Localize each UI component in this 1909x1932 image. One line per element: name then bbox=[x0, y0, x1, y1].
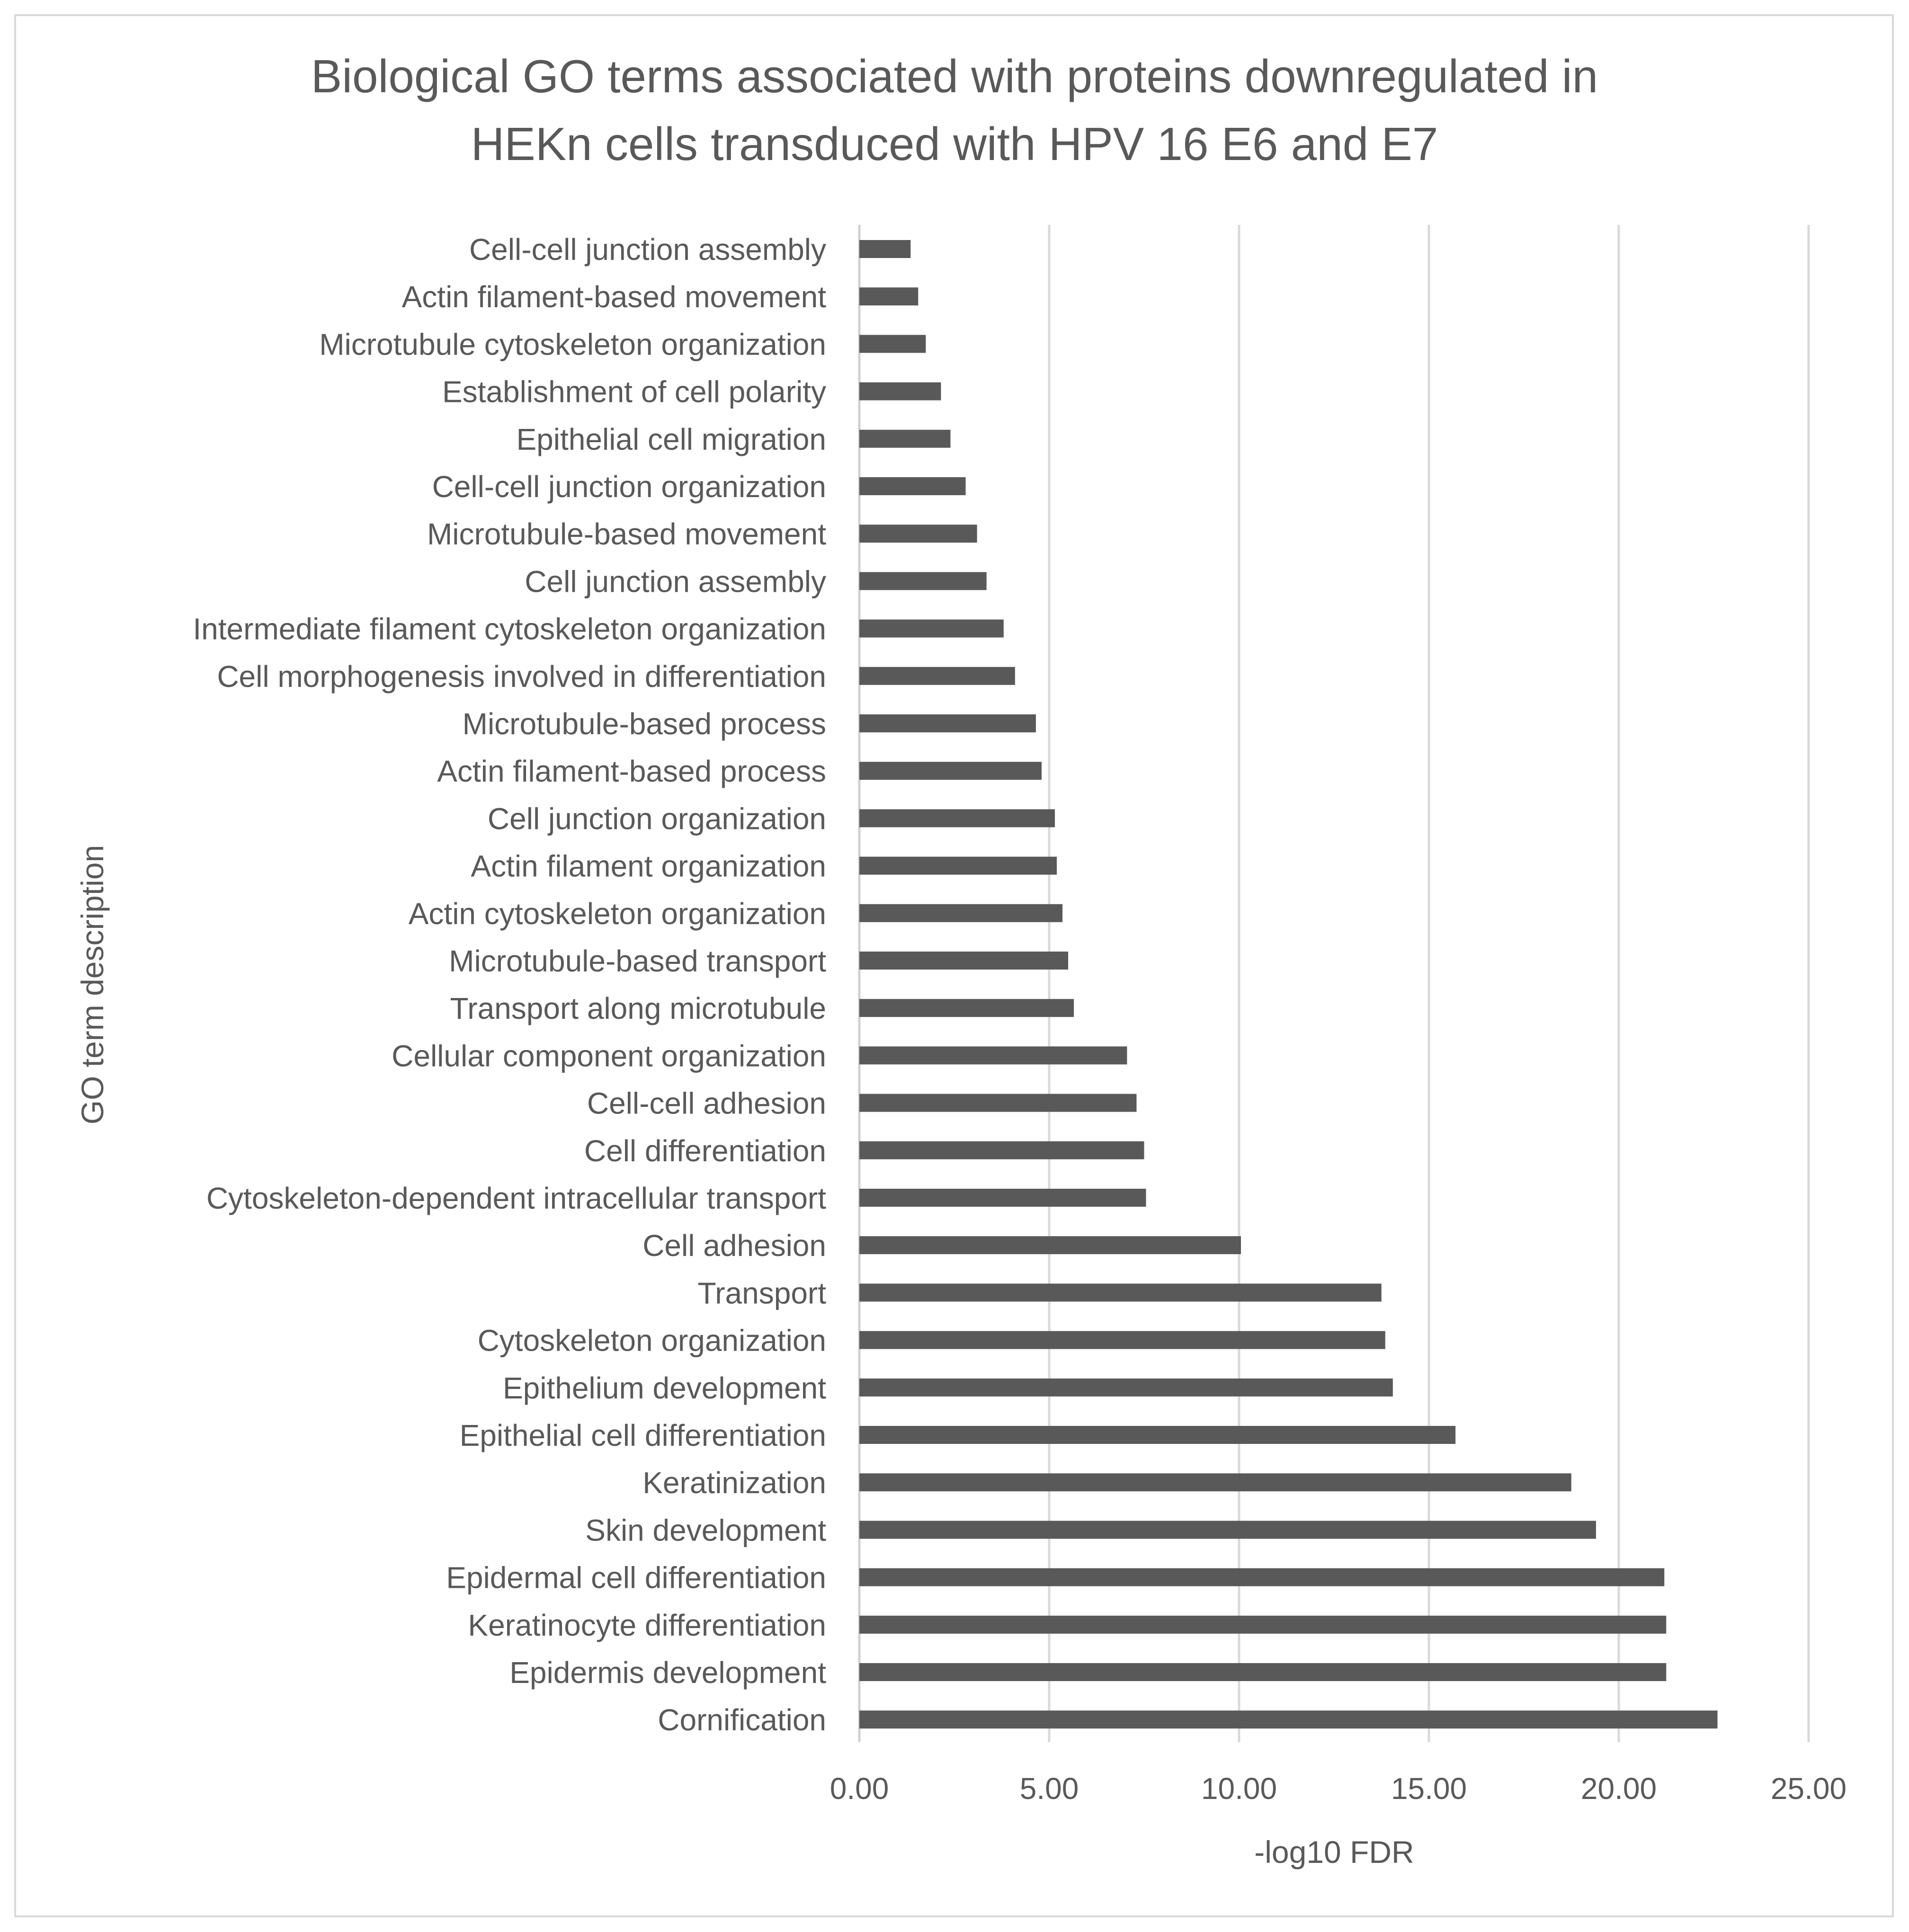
category-label: Cell adhesion bbox=[642, 1229, 826, 1263]
category-label: Keratinization bbox=[642, 1466, 826, 1500]
bar bbox=[859, 1473, 1571, 1492]
x-tick-labels: 0.00 5.00 10.00 15.00 20.00 25.00 bbox=[830, 1772, 1847, 1806]
bar bbox=[859, 240, 911, 258]
bar bbox=[859, 1236, 1241, 1255]
category-labels: Cell-cell junction assembly Actin filamen… bbox=[193, 232, 826, 1737]
category-label: Intermediate filament cytoskeleton organ… bbox=[193, 612, 826, 646]
bar bbox=[859, 1615, 1667, 1634]
category-label: Actin filament organization bbox=[471, 849, 826, 883]
category-label: Cell differentiation bbox=[584, 1134, 826, 1168]
bar bbox=[859, 1046, 1127, 1065]
bar bbox=[859, 1331, 1385, 1349]
bar bbox=[859, 999, 1074, 1017]
category-label: Cornification bbox=[658, 1703, 826, 1737]
bar bbox=[859, 856, 1057, 875]
category-label: Cell-cell junction assembly bbox=[469, 232, 826, 267]
bars bbox=[859, 240, 1718, 1729]
bar bbox=[859, 382, 941, 401]
x-tick-label: 5.00 bbox=[1020, 1772, 1079, 1806]
category-label: Epithelial cell migration bbox=[516, 422, 826, 456]
bar bbox=[859, 1663, 1667, 1681]
x-tick-label: 10.00 bbox=[1201, 1772, 1277, 1806]
category-label: Microtubule-based transport bbox=[449, 944, 826, 978]
x-tick-label: 0.00 bbox=[830, 1772, 889, 1806]
category-label: Transport along microtubule bbox=[450, 991, 826, 1025]
bar bbox=[859, 619, 1004, 638]
category-label: Epithelial cell differentiation bbox=[460, 1418, 826, 1452]
category-label: Epidermal cell differentiation bbox=[446, 1561, 826, 1595]
bar bbox=[859, 1189, 1146, 1207]
bar bbox=[859, 1378, 1393, 1397]
category-label: Cell-cell adhesion bbox=[587, 1086, 826, 1121]
chart-title-line-2: HEKn cells transduced with HPV 16 E6 and… bbox=[471, 118, 1438, 170]
category-label: Keratinocyte differentiation bbox=[468, 1608, 826, 1642]
bar bbox=[859, 952, 1069, 970]
bar bbox=[859, 1521, 1596, 1539]
x-tick-label: 25.00 bbox=[1771, 1772, 1847, 1806]
y-axis-title: GO term description bbox=[75, 845, 110, 1125]
bar bbox=[859, 1141, 1144, 1159]
bar bbox=[859, 525, 977, 543]
x-tick-label: 20.00 bbox=[1581, 1772, 1657, 1806]
bar bbox=[859, 1710, 1718, 1729]
category-label: Actin filament-based movement bbox=[402, 280, 827, 314]
category-label: Cytoskeleton organization bbox=[478, 1324, 826, 1358]
gridlines bbox=[858, 225, 1810, 1742]
bar bbox=[859, 572, 987, 590]
category-label: Transport bbox=[698, 1276, 827, 1310]
category-label: Cell junction assembly bbox=[525, 564, 826, 598]
bar bbox=[859, 667, 1015, 685]
bar bbox=[859, 1568, 1665, 1586]
chart-title-line-1: Biological GO terms associated with prot… bbox=[311, 50, 1598, 102]
category-label: Actin filament-based process bbox=[437, 754, 826, 788]
bar bbox=[859, 809, 1055, 828]
category-label: Microtubule cytoskeleton organization bbox=[319, 327, 826, 361]
bar bbox=[859, 477, 966, 495]
category-label: Cell morphogenesis involved in different… bbox=[217, 659, 826, 694]
category-label: Microtubule-based process bbox=[463, 707, 826, 741]
category-label: Cell junction organization bbox=[488, 801, 826, 836]
x-axis-title: -log10 FDR bbox=[1254, 1834, 1414, 1870]
bar bbox=[859, 762, 1042, 780]
bar bbox=[859, 1426, 1456, 1444]
bar bbox=[859, 335, 926, 353]
category-label: Microtubule-based movement bbox=[427, 517, 826, 551]
bar bbox=[859, 904, 1063, 922]
category-label: Actin cytoskeleton organization bbox=[409, 897, 826, 931]
category-label: Epithelium development bbox=[503, 1371, 826, 1405]
bar bbox=[859, 1283, 1382, 1302]
category-label: Cell-cell junction organization bbox=[432, 470, 826, 504]
bar bbox=[859, 429, 951, 448]
bar bbox=[859, 287, 919, 306]
bar bbox=[859, 1094, 1137, 1112]
category-label: Skin development bbox=[585, 1513, 826, 1547]
category-label: Epidermis development bbox=[509, 1656, 826, 1690]
category-label: Establishment of cell polarity bbox=[442, 375, 826, 409]
x-tick-label: 15.00 bbox=[1391, 1772, 1467, 1806]
bar bbox=[859, 714, 1036, 732]
category-label: Cellular component organization bbox=[392, 1039, 826, 1073]
category-label: Cytoskeleton-dependent intracellular tra… bbox=[206, 1181, 826, 1215]
